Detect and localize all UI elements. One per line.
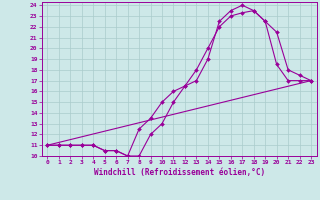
X-axis label: Windchill (Refroidissement éolien,°C): Windchill (Refroidissement éolien,°C) xyxy=(94,168,265,177)
